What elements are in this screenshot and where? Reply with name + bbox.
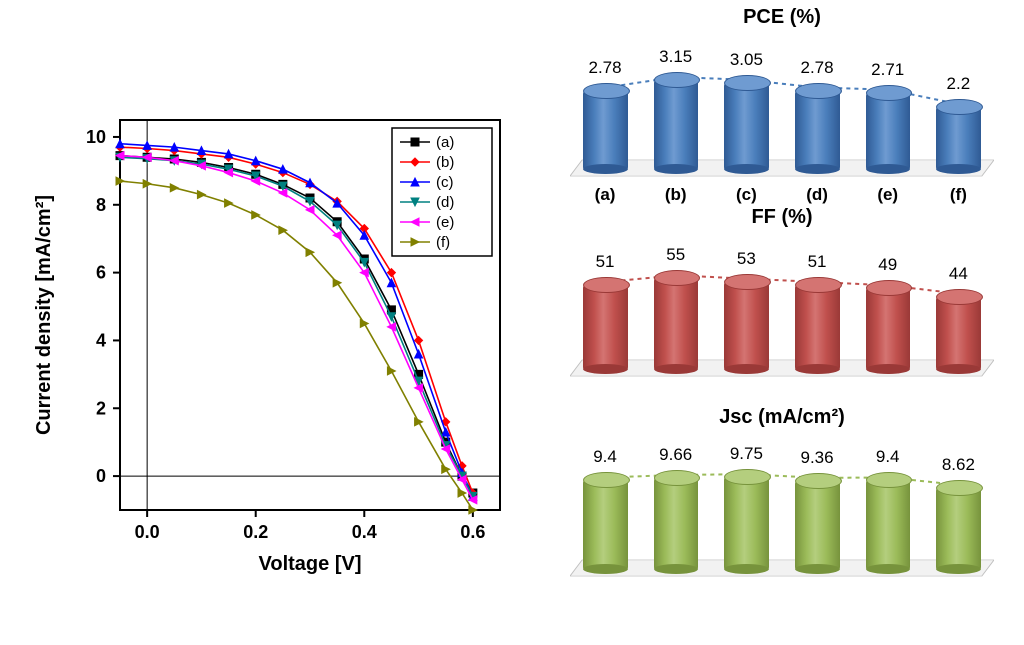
bar xyxy=(654,477,698,569)
bar xyxy=(866,92,910,169)
bar-category-label: (e) xyxy=(858,185,918,205)
bar-value-label: 9.66 xyxy=(646,445,706,465)
svg-text:0.2: 0.2 xyxy=(243,522,268,542)
bar xyxy=(866,287,910,369)
bar-value-label: 9.36 xyxy=(787,448,847,468)
svg-text:(a): (a) xyxy=(436,134,454,151)
svg-text:(d): (d) xyxy=(436,194,454,211)
bar-value-label: 51 xyxy=(787,252,847,272)
bar-chart-title: PCE (%) xyxy=(540,6,1024,29)
bar-category-label: (f) xyxy=(928,185,988,205)
bar-value-label: 9.4 xyxy=(575,447,635,467)
bar xyxy=(583,479,627,569)
bar-category-label: (d) xyxy=(787,185,847,205)
bar-chart-title: Jsc (mA/cm²) xyxy=(540,406,1024,429)
bar-value-label: 2.71 xyxy=(858,60,918,80)
bar-value-label: 3.05 xyxy=(716,50,776,70)
bar xyxy=(654,277,698,369)
bar-chart-title: FF (%) xyxy=(540,206,1024,229)
bar xyxy=(795,90,839,169)
bar xyxy=(936,296,980,369)
bar-value-label: 2.2 xyxy=(928,74,988,94)
bar-value-label: 9.75 xyxy=(716,444,776,464)
bar-value-label: 3.15 xyxy=(646,47,706,67)
svg-text:10: 10 xyxy=(86,127,106,147)
bar xyxy=(724,476,768,569)
svg-text:0.6: 0.6 xyxy=(460,522,485,542)
jv-curve-panel: 0.0 0.2 0.4 0.6 0 2 4 6 8 10 Voltage [V] Current de… xyxy=(0,0,540,640)
bar xyxy=(583,284,627,369)
svg-text:8: 8 xyxy=(96,195,106,215)
svg-text:4: 4 xyxy=(96,330,106,350)
bar xyxy=(724,82,768,169)
svg-text:(b): (b) xyxy=(436,154,454,171)
svg-text:0.0: 0.0 xyxy=(135,522,160,542)
svg-text:0: 0 xyxy=(96,466,106,486)
bar-value-label: 51 xyxy=(575,252,635,272)
svg-text:6: 6 xyxy=(96,263,106,283)
svg-text:(c): (c) xyxy=(436,174,454,191)
bar xyxy=(795,480,839,569)
svg-text:2: 2 xyxy=(96,398,106,418)
svg-text:Voltage [V]: Voltage [V] xyxy=(259,553,362,575)
bar-value-label: 2.78 xyxy=(575,58,635,78)
bar-charts-panel: PCE (%) 2.78 (a) 3.15 (b) 3.05 (c) 2.78 (d) 2.71 (… xyxy=(540,0,1024,640)
bar-value-label: 2.78 xyxy=(787,58,847,78)
bar-category-label: (c) xyxy=(716,185,776,205)
svg-text:(e): (e) xyxy=(436,214,454,231)
jv-chart-svg: 0.0 0.2 0.4 0.6 0 2 4 6 8 10 Voltage [V] Current de… xyxy=(0,0,540,640)
bar-value-label: 8.62 xyxy=(928,455,988,475)
svg-text:(f): (f) xyxy=(436,234,450,251)
svg-text:Current density [mA/cm²]: Current density [mA/cm²] xyxy=(33,195,55,435)
bar xyxy=(866,479,910,569)
bar-value-label: 49 xyxy=(858,255,918,275)
bar-chart-1: FF (%) 51 55 53 51 49 44 xyxy=(540,206,1024,406)
bar xyxy=(654,79,698,169)
bar-category-label: (a) xyxy=(575,185,635,205)
bar xyxy=(724,281,768,369)
bar-value-label: 9.4 xyxy=(858,447,918,467)
bar-value-label: 44 xyxy=(928,264,988,284)
svg-text:0.4: 0.4 xyxy=(352,522,377,542)
bar xyxy=(583,90,627,169)
bar xyxy=(936,487,980,569)
bar-category-label: (b) xyxy=(646,185,706,205)
bar-value-label: 55 xyxy=(646,245,706,265)
bar-chart-0: PCE (%) 2.78 (a) 3.15 (b) 3.05 (c) 2.78 (d) 2.71 (… xyxy=(540,6,1024,206)
bar-chart-2: Jsc (mA/cm²) 9.4 9.66 9.75 9.36 9.4 8.62 xyxy=(540,406,1024,606)
bar-value-label: 53 xyxy=(716,249,776,269)
bar xyxy=(795,284,839,369)
bar xyxy=(936,106,980,169)
